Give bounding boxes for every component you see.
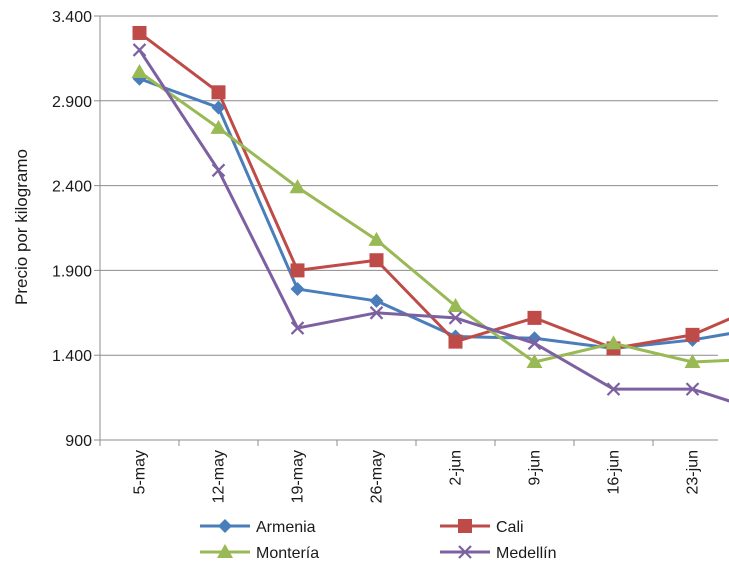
gridlines xyxy=(94,15,718,441)
x-tick-label: 9-jun xyxy=(527,450,544,486)
data-point-cali xyxy=(527,310,542,325)
data-point-medellin xyxy=(527,336,542,351)
data-point-armenia xyxy=(290,282,305,297)
legend-item-monteria: Montería xyxy=(200,544,319,562)
series-cali xyxy=(132,25,729,356)
data-point-cali xyxy=(685,327,700,342)
data-point-monteria xyxy=(447,298,464,313)
data-point-medellin xyxy=(290,321,305,335)
legend-label-monteria: Montería xyxy=(256,545,319,562)
x-tick-label: 23-jun xyxy=(685,450,702,494)
data-point-monteria xyxy=(684,353,701,368)
data-point-monteria xyxy=(368,231,385,246)
series-armenia xyxy=(132,71,729,356)
data-point-medellin xyxy=(369,306,384,320)
data-point-armenia xyxy=(369,293,384,308)
series-medellin xyxy=(132,43,729,403)
data-point-medellin xyxy=(685,382,700,396)
series-line-armenia xyxy=(138,77,729,350)
data-point-monteria xyxy=(210,119,227,134)
x-tick-label: 19-may xyxy=(290,450,307,503)
x-tick-labels: 5-may 12-may 19-may 26-may 2-jun 9-jun 16-jun 2… xyxy=(132,450,702,503)
data-point-monteria xyxy=(289,179,306,194)
data-point-medellin xyxy=(211,163,226,178)
y-tick-label: 1.400 xyxy=(52,348,92,365)
x-tick-label: 5-may xyxy=(132,450,149,494)
y-tick-label: 900 xyxy=(65,433,92,450)
legend-item-armenia: Armenia xyxy=(200,519,316,536)
data-point-monteria xyxy=(526,353,543,368)
legend-marker-medellin xyxy=(458,545,472,559)
y-tick-labels: 900 1.400 1.900 2.400 2.900 3.400 xyxy=(52,9,92,450)
legend-marker-cali xyxy=(458,519,472,533)
legend-label-medellin: Medellín xyxy=(496,545,556,562)
x-tick-label: 16-jun xyxy=(606,450,623,494)
legend-label-armenia: Armenia xyxy=(256,519,316,536)
data-point-monteria xyxy=(605,335,622,350)
y-axis-label: Precio por kilogramo xyxy=(12,149,31,305)
axes xyxy=(99,16,718,446)
y-tick-label: 2.400 xyxy=(52,179,92,196)
data-point-monteria xyxy=(131,63,148,78)
data-point-medellin xyxy=(448,311,463,325)
data-point-medellin xyxy=(132,43,147,57)
data-point-cali xyxy=(211,85,226,100)
series-monteria xyxy=(131,63,729,368)
data-point-armenia xyxy=(211,100,226,115)
x-tick-label: 26-may xyxy=(369,450,386,503)
legend-item-cali: Cali xyxy=(440,519,524,536)
x-tick-label: 2-jun xyxy=(448,450,465,486)
legend-marker-armenia xyxy=(218,519,232,533)
y-tick-label: 2.900 xyxy=(52,94,92,111)
legend-marker-monteria xyxy=(217,544,233,558)
data-point-cali xyxy=(448,334,463,349)
y-tick-label: 1.900 xyxy=(52,263,92,280)
x-tick-label: 12-may xyxy=(211,450,228,503)
data-point-cali xyxy=(290,263,305,278)
legend-item-medellin: Medellín xyxy=(440,545,556,562)
y-tick-label: 3.400 xyxy=(52,9,92,26)
series-group xyxy=(131,25,729,403)
data-point-cali xyxy=(369,253,384,268)
legend: Armenia Cali Montería Medellín xyxy=(200,519,556,562)
series-line-medellin xyxy=(138,49,729,403)
data-point-cali xyxy=(132,25,147,40)
data-point-medellin xyxy=(606,382,621,396)
legend-label-cali: Cali xyxy=(496,519,524,536)
